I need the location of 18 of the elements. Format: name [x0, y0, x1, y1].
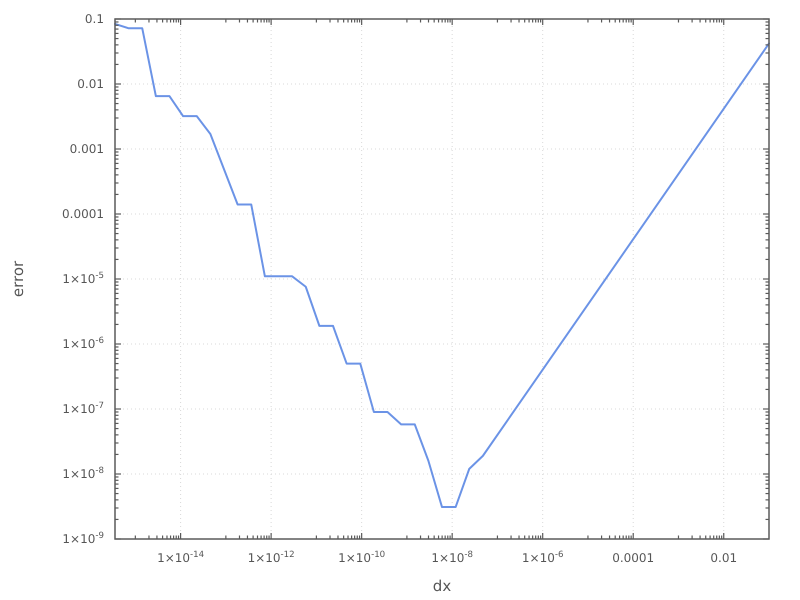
x-axis-title: dx	[432, 577, 452, 595]
y-tick-label: 0.001	[70, 142, 104, 156]
x-tick-label: 0.01	[710, 551, 738, 565]
x-tick-label: 1×10$^{-6}$	[522, 550, 564, 565]
x-tick-label: 0.0001	[612, 551, 654, 565]
y-tick-label: 0.01	[77, 77, 104, 91]
y-tick-label: 0.1	[84, 12, 104, 26]
x-tick-label: 1×10$^{-14}$	[157, 550, 204, 565]
y-axis-title: error	[9, 260, 27, 298]
x-tick-label: 1×10$^{-10}$	[338, 550, 386, 565]
y-tick-label: 1×10$^{-9}$	[62, 531, 104, 546]
y-tick-label: 1×10$^{-8}$	[62, 466, 104, 481]
x-tick-label: 1×10$^{-12}$	[248, 550, 295, 565]
x-tick-label: 1×10$^{-8}$	[431, 550, 473, 565]
y-tick-label: 1×10$^{-7}$	[62, 401, 104, 416]
y-tick-label: 1×10$^{-5}$	[62, 271, 104, 286]
y-tick-label: 1×10$^{-6}$	[62, 336, 104, 351]
y-tick-label: 0.0001	[62, 207, 104, 221]
